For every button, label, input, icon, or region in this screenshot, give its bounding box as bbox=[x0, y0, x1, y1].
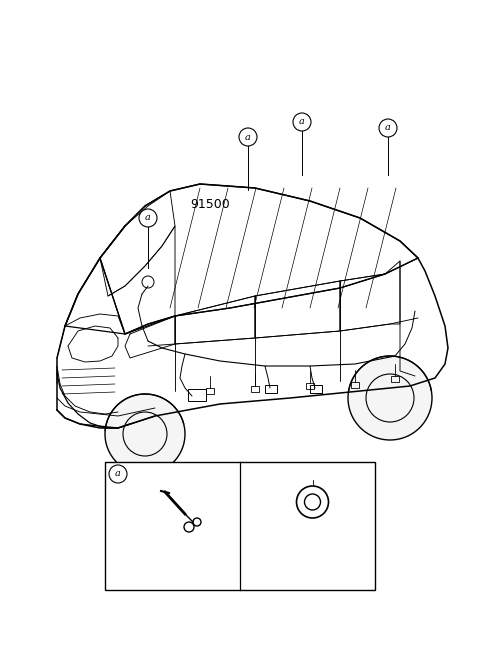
Circle shape bbox=[293, 113, 311, 131]
Bar bbox=[306, 383, 314, 389]
Bar bbox=[188, 389, 206, 401]
Text: 1731JF: 1731JF bbox=[302, 467, 340, 477]
Text: a: a bbox=[385, 123, 391, 133]
Bar bbox=[105, 462, 375, 590]
Text: a: a bbox=[299, 117, 305, 127]
Circle shape bbox=[109, 465, 127, 483]
Circle shape bbox=[139, 209, 157, 227]
Circle shape bbox=[348, 356, 432, 440]
Text: a: a bbox=[245, 133, 251, 142]
Text: 1141AC: 1141AC bbox=[130, 467, 173, 477]
Circle shape bbox=[297, 486, 328, 518]
Bar bbox=[265, 385, 277, 393]
Text: a: a bbox=[145, 213, 151, 222]
Circle shape bbox=[379, 119, 397, 137]
Bar bbox=[310, 385, 322, 393]
Bar bbox=[351, 382, 359, 388]
Circle shape bbox=[304, 494, 321, 510]
Text: 91500: 91500 bbox=[190, 199, 230, 211]
Circle shape bbox=[105, 394, 185, 474]
Bar bbox=[391, 376, 399, 382]
Circle shape bbox=[239, 128, 257, 146]
Bar bbox=[206, 388, 214, 394]
Bar bbox=[251, 386, 259, 392]
Text: a: a bbox=[115, 470, 121, 478]
